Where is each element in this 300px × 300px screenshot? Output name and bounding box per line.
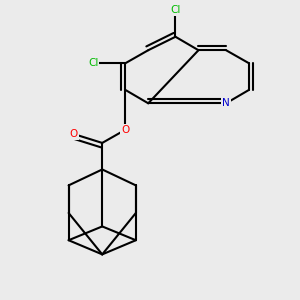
Text: Cl: Cl: [170, 5, 181, 15]
Text: Cl: Cl: [88, 58, 99, 68]
Text: O: O: [121, 125, 129, 135]
Text: O: O: [70, 129, 78, 139]
Text: N: N: [222, 98, 230, 108]
